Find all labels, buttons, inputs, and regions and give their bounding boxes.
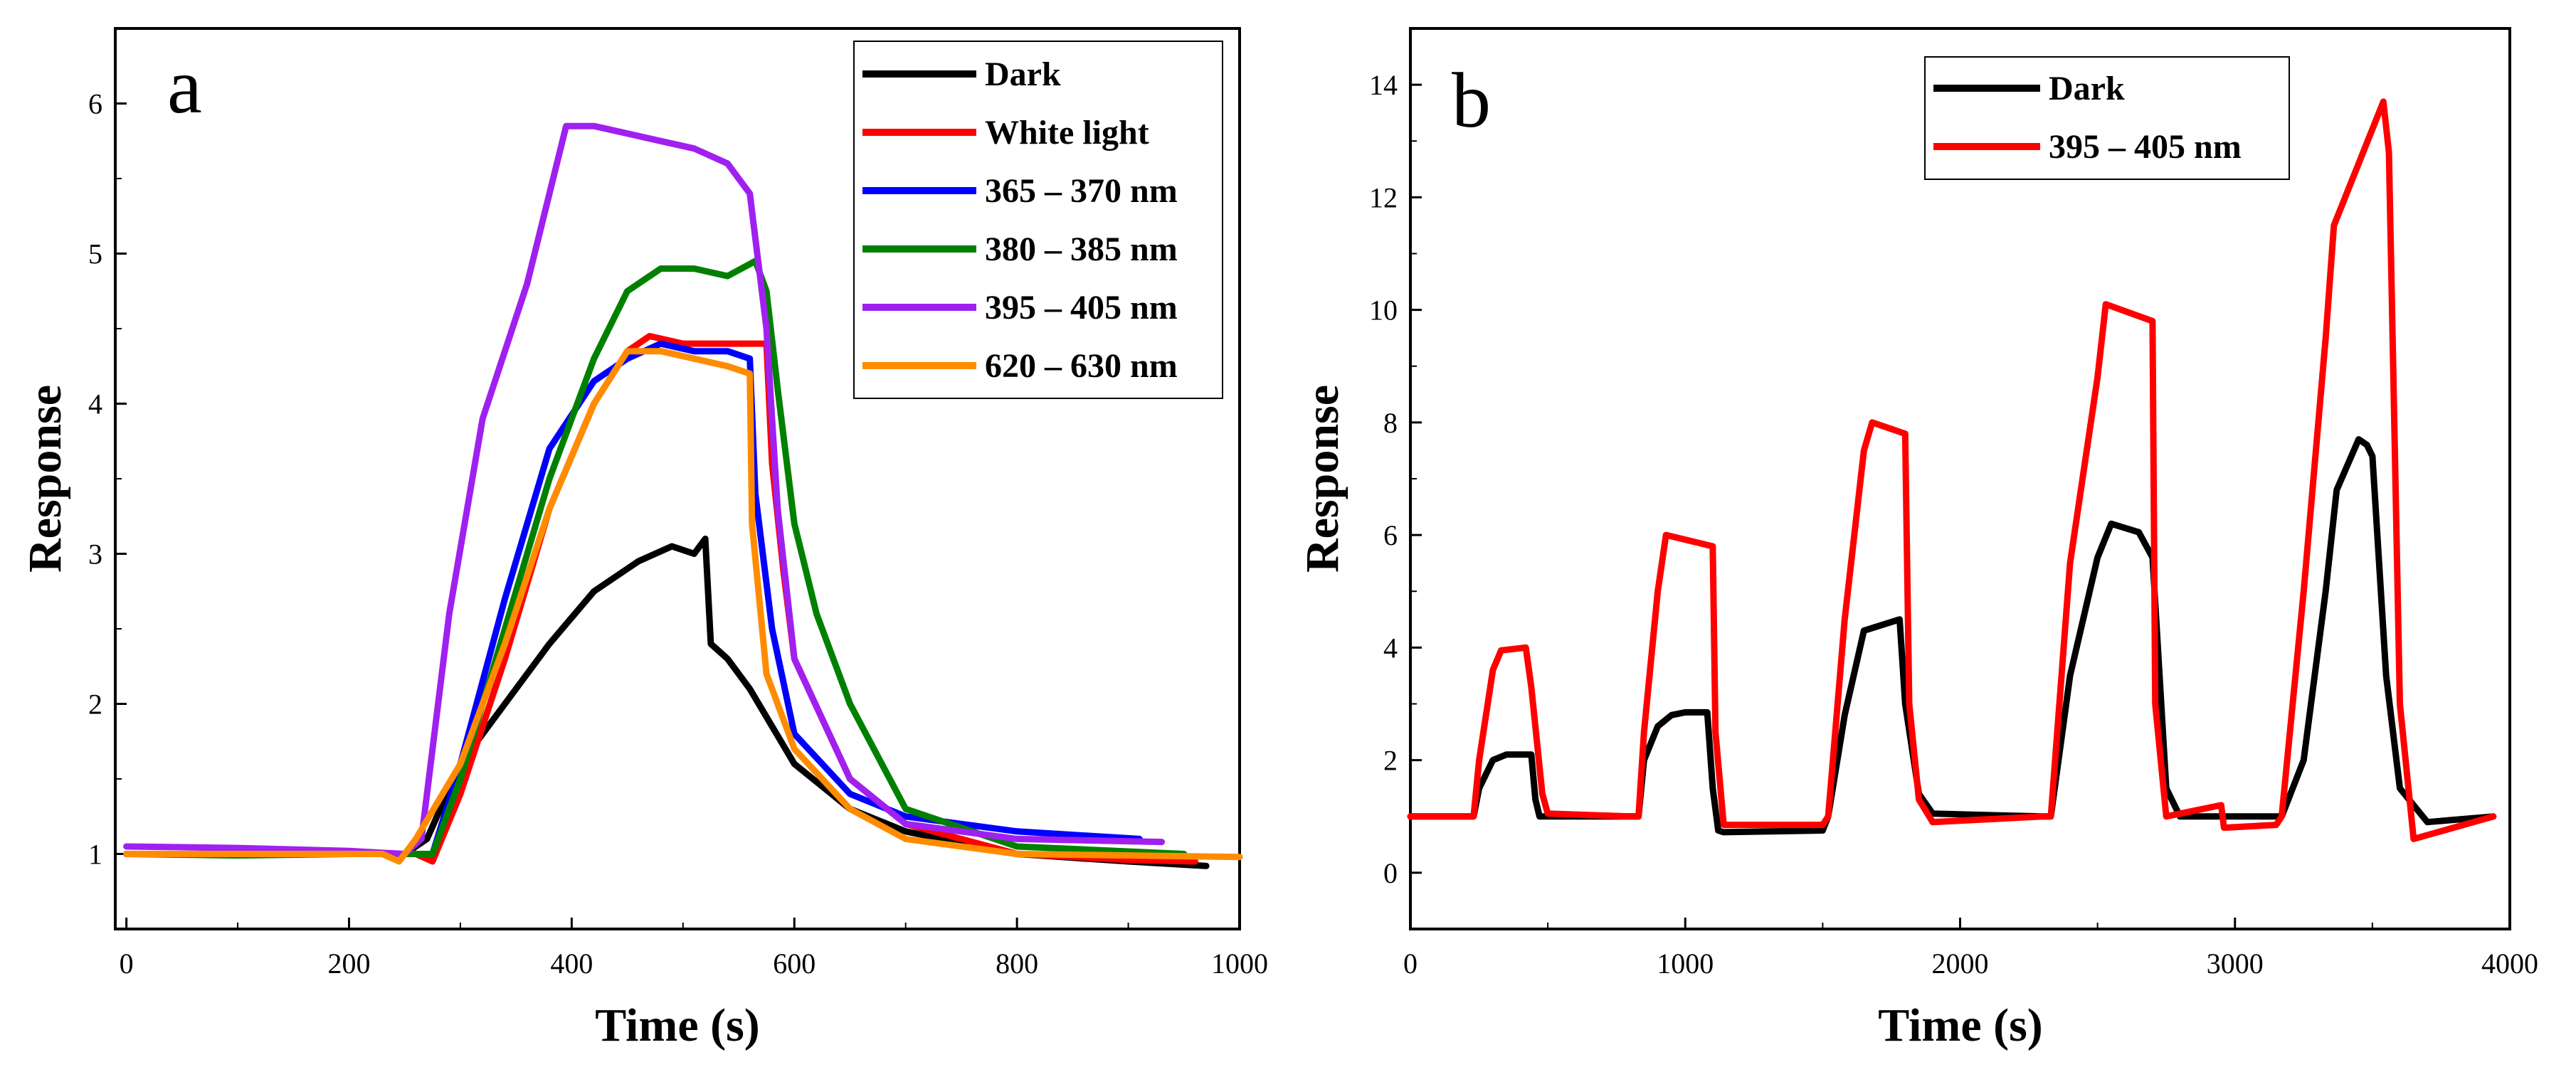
y-tick-label: 0 <box>1383 857 1398 889</box>
series-layer-b <box>1407 98 2497 842</box>
series-line-white-light <box>123 333 1198 865</box>
legend-label: 620 – 630 nm <box>985 347 1178 385</box>
x-tick-label: 1000 <box>1657 947 1714 980</box>
series-line-380-385-nm <box>123 258 1188 859</box>
axis-ticks-b: 0 1000 2000 3000 4000 0 2 4 6 8 10 12 14 <box>1369 28 2538 980</box>
x-tick-label: 0 <box>120 947 134 980</box>
y-tick-label: 4 <box>1383 632 1398 664</box>
series-line-395-405-nm <box>1407 98 2497 842</box>
panel-label-a: a <box>167 43 202 129</box>
x-tick-label: 2000 <box>1932 947 1989 980</box>
series-line-dark <box>1407 436 2497 836</box>
y-tick-label: 14 <box>1369 69 1398 101</box>
axis-ticks-a: 0 200 400 600 800 1000 1 2 3 4 5 6 <box>88 28 1268 980</box>
legend-label: 380 – 385 nm <box>985 230 1178 268</box>
y-tick-label: 5 <box>88 238 102 270</box>
y-tick-label: 12 <box>1369 181 1398 213</box>
legend-label: White light <box>985 114 1149 152</box>
legend-label: 395 – 405 nm <box>985 289 1178 327</box>
x-tick-label: 800 <box>996 947 1038 980</box>
x-axis-label-a: Time (s) <box>595 999 760 1051</box>
y-tick-label: 4 <box>88 388 102 420</box>
y-tick-label: 2 <box>1383 745 1398 777</box>
legend-label: Dark <box>985 55 1061 93</box>
legend-a: Dark White light 365 – 370 nm 380 – 385 nm 3… <box>862 55 1178 385</box>
series-layer-a <box>123 122 1243 869</box>
series-line-dark <box>123 535 1210 869</box>
legend-box-a <box>853 41 1223 399</box>
y-tick-label: 3 <box>88 538 102 570</box>
y-axis-label-a: Response <box>19 385 71 573</box>
y-tick-label: 10 <box>1369 294 1398 327</box>
legend-b: Dark 395 – 405 nm <box>1933 70 2242 166</box>
y-axis-label-b: Response <box>1297 385 1348 573</box>
x-tick-label: 1000 <box>1211 947 1268 980</box>
series-line-620-630-nm <box>123 348 1243 865</box>
x-axis-label-b: Time (s) <box>1878 999 2043 1051</box>
x-tick-label: 600 <box>773 947 815 980</box>
legend-label: 395 – 405 nm <box>2049 128 2242 166</box>
legend-label: Dark <box>2049 70 2125 107</box>
y-tick-label: 6 <box>1383 519 1398 551</box>
y-tick-label: 1 <box>88 839 102 871</box>
series-line-365-370-nm <box>123 340 1143 857</box>
y-tick-label: 8 <box>1383 407 1398 439</box>
legend-label: 365 – 370 nm <box>985 172 1178 210</box>
x-tick-label: 4000 <box>2481 947 2538 980</box>
legend-box-b <box>1924 56 2290 180</box>
x-tick-label: 200 <box>328 947 371 980</box>
chart-panel-a: 0 200 400 600 800 1000 1 2 3 4 5 6 a Time (s) Respo… <box>19 27 1268 1051</box>
panel-label-b: b <box>1452 57 1491 144</box>
x-tick-label: 400 <box>550 947 593 980</box>
x-tick-label: 0 <box>1403 947 1418 980</box>
y-tick-label: 2 <box>88 689 102 721</box>
y-tick-label: 6 <box>88 88 102 120</box>
x-tick-label: 3000 <box>2207 947 2264 980</box>
